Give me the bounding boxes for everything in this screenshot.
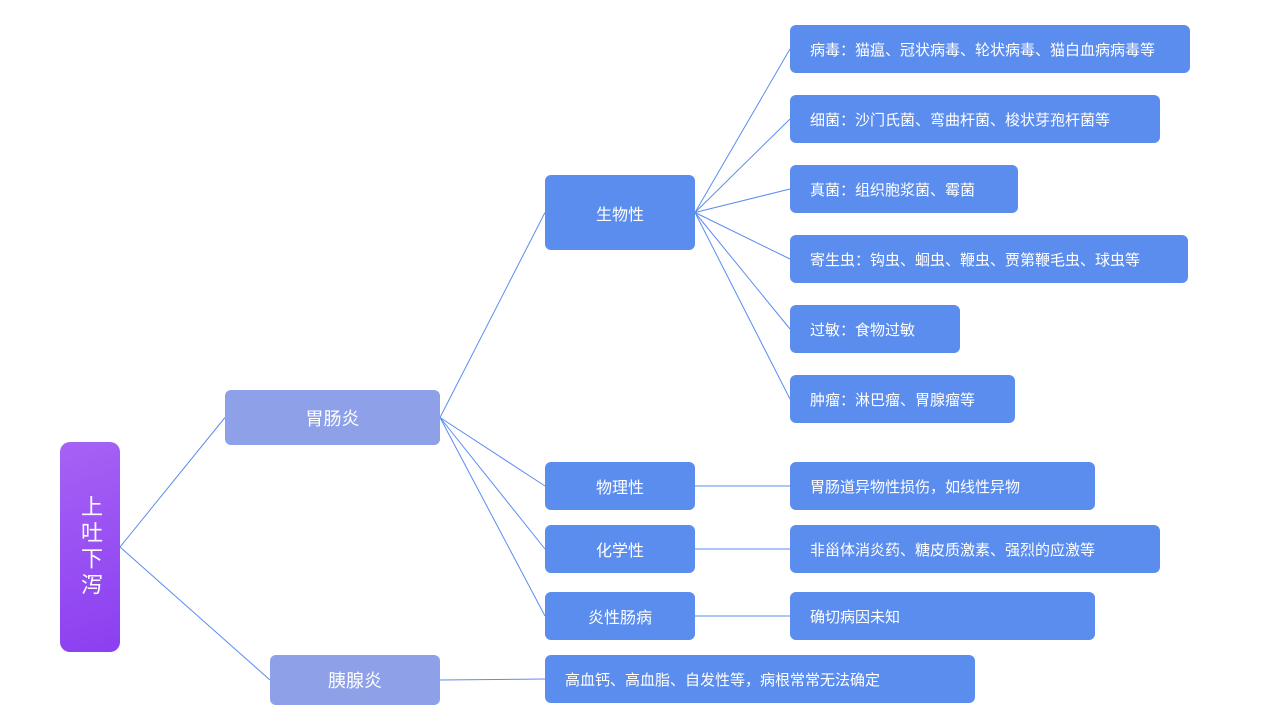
- l1-node-gastro: 胃肠炎: [225, 390, 440, 445]
- l3-node-5: 肿瘤：淋巴瘤、胃腺瘤等: [790, 375, 1015, 423]
- l2-node-ibd: 炎性肠病: [545, 592, 695, 640]
- root-node: 上吐下泻: [60, 442, 120, 652]
- l3-node-9: 高血钙、高血脂、自发性等，病根常常无法确定: [545, 655, 975, 703]
- l3-node-8: 确切病因未知: [790, 592, 1095, 640]
- l1-node-panc: 胰腺炎: [270, 655, 440, 705]
- l2-node-bio: 生物性: [545, 175, 695, 250]
- l3-node-7: 非甾体消炎药、糖皮质激素、强烈的应激等: [790, 525, 1160, 573]
- l2-node-chem: 化学性: [545, 525, 695, 573]
- l3-node-4: 过敏：食物过敏: [790, 305, 960, 353]
- l2-node-phys: 物理性: [545, 462, 695, 510]
- l3-node-6: 胃肠道异物性损伤，如线性异物: [790, 462, 1095, 510]
- l3-node-1: 细菌：沙门氏菌、弯曲杆菌、梭状芽孢杆菌等: [790, 95, 1160, 143]
- l3-node-3: 寄生虫：钩虫、蛔虫、鞭虫、贾第鞭毛虫、球虫等: [790, 235, 1188, 283]
- l3-node-2: 真菌：组织胞浆菌、霉菌: [790, 165, 1018, 213]
- l3-node-0: 病毒：猫瘟、冠状病毒、轮状病毒、猫白血病病毒等: [790, 25, 1190, 73]
